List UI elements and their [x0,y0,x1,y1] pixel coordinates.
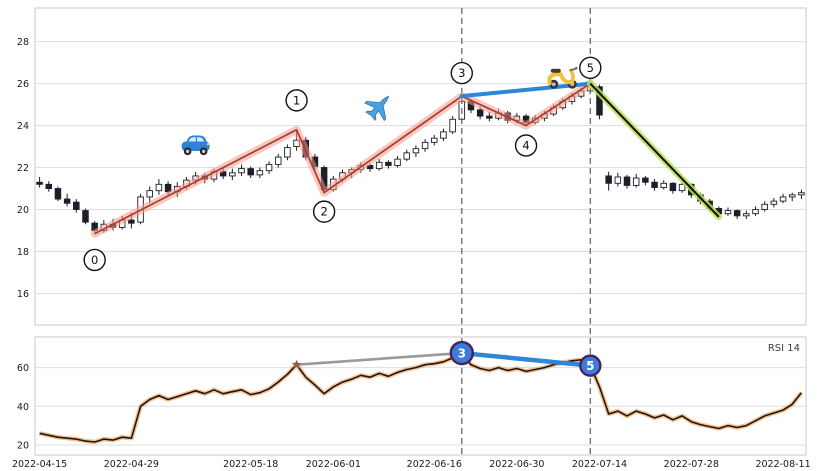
candle-body [678,183,686,192]
x-tick-label: 2022-06-01 [306,459,361,470]
candle-body [660,182,667,188]
rsi-peak-star [291,359,302,369]
wave-point-label: 0 [91,253,98,267]
x-tick-label: 2022-04-15 [12,459,67,470]
wave-point-circle [514,134,538,157]
x-tick-label: 2022-06-30 [489,459,544,470]
candle-body [375,161,383,170]
wave-point-label: 3 [458,66,465,80]
candle-body [412,148,420,154]
candle-body [623,176,631,186]
elliott-wave-line [94,82,591,235]
candle-body [779,196,787,202]
candle-body [642,177,649,183]
y-tick-label: 40 [17,402,29,413]
rsi-marker-label: 5 [586,359,594,373]
candle-body [743,213,750,217]
x-tick-label: 2022-05-18 [223,459,278,470]
y-tick-label: 22 [17,163,29,174]
y-tick-label: 20 [17,440,29,451]
y-tick-label: 24 [17,121,29,132]
x-tick-label: 2022-08-11 [755,459,810,470]
candle-body [476,109,484,117]
candle-body [394,158,401,166]
y-tick-label: 60 [17,363,29,374]
wave-point-circle [285,89,308,112]
candle-body [614,176,622,184]
candle-body [45,183,53,189]
wave-point-label: 5 [587,61,594,75]
rsi-trendline [459,350,593,368]
candle-body [596,86,603,116]
airplane-icon [364,95,390,122]
candle-body [632,177,640,186]
candle-body [605,175,612,184]
decline-trendline [589,82,720,218]
candle-body [284,147,291,158]
candle-body [54,188,62,200]
candle-body [238,168,245,174]
candle-body [486,115,493,119]
candle-body [770,200,778,205]
x-tick-label: 2022-04-29 [104,459,159,470]
car-icon [181,135,210,156]
x-tick-label: 2022-06-16 [407,459,462,470]
y-tick-label: 20 [17,205,29,216]
candle-body [431,137,438,143]
candle-body [73,201,80,210]
rsi-line [39,352,803,443]
candle-body [256,170,264,176]
candle-body [724,210,732,215]
candle-body [440,131,447,139]
candle-body [265,163,273,172]
wave-point-circle [83,248,106,272]
candle-body [82,210,89,223]
wave-point-circle [450,61,474,85]
candle-body [761,203,768,210]
candle-body [229,172,236,177]
y-tick-label: 28 [17,37,29,48]
candle-body [752,209,759,215]
candle-body [36,181,43,185]
candle-body [155,183,163,192]
candle-body [385,161,392,166]
candle-body [788,194,796,198]
wave-point-label: 4 [522,139,529,153]
candle-body [798,192,805,196]
candle-body [449,118,456,133]
rsi-divergence-line [296,351,462,366]
candle-body [128,219,135,224]
candle-body [403,152,410,160]
candle-body [63,198,71,204]
candle-body [146,190,153,198]
wave-point-circle [579,56,602,80]
y-tick-label: 18 [17,247,29,258]
x-tick-label: 2022-07-14 [572,459,627,470]
rsi-marker-circle [449,340,475,366]
y-tick-label: 26 [17,79,29,90]
y-tick-label: 16 [17,289,29,300]
candle-body [733,210,741,217]
candle-body [669,182,677,192]
candle-body [651,181,658,188]
rsi-marker-circle [579,354,602,377]
candle-body [247,168,254,176]
wave-point-label: 2 [320,205,327,219]
rsi-marker-label: 3 [458,346,466,360]
x-tick-label: 2022-07-28 [664,459,719,470]
scooter-icon [547,66,578,89]
wave-point-circle [312,200,336,223]
rsi-indicator-label: RSI 14 [767,343,800,354]
candle-body [274,156,282,165]
candle-body [421,141,429,150]
wave-point-label: 1 [293,93,300,107]
panel-border [34,7,807,326]
